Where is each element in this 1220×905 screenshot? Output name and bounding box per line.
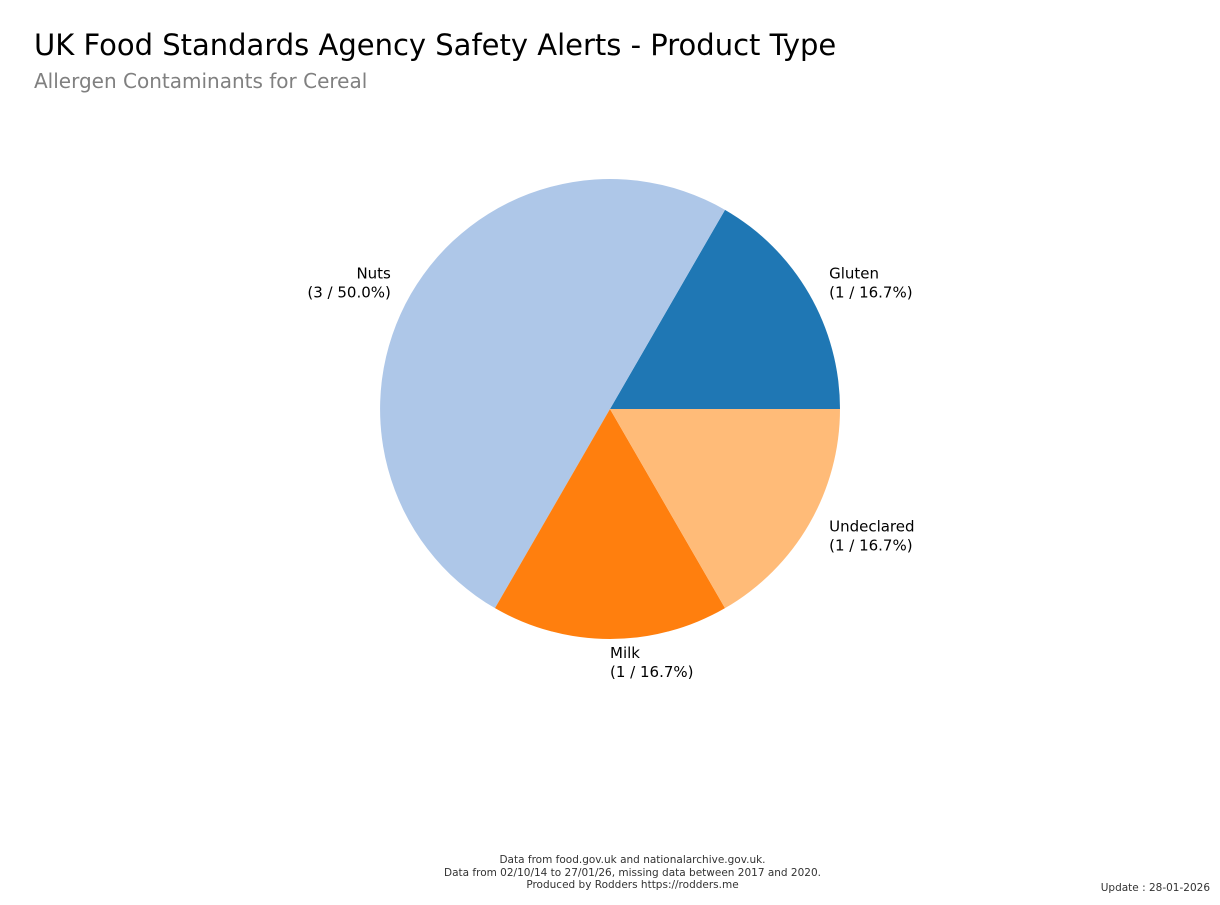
slice-label-gluten: Gluten (1 / 16.7%) [829,265,913,302]
pie-slices [380,179,840,639]
pie-labels: Gluten (1 / 16.7%) Nuts (3 / 50.0%) Milk (1 /… [307,265,914,682]
footer-date-range-line: Data from 02/10/14 to 27/01/26, missing … [444,866,821,879]
chart-title: UK Food Standards Agency Safety Alerts -… [34,28,837,62]
slice-label-milk: Milk (1 / 16.7%) [610,644,694,681]
footer-credit-line: Produced by Rodders https://rodders.me [526,879,739,891]
pie-slice-nuts [380,179,725,609]
chart-subtitle: Allergen Contaminants for Cereal [34,69,368,93]
slice-label-undeclared: Undeclared (1 / 16.7%) [829,518,914,555]
pie-slice-undeclared [610,409,840,609]
pie-slice-gluten [610,209,840,409]
update-date: Update : 28-01-2026 [1100,882,1210,894]
footer-source-line: Data from food.gov.uk and nationalarchiv… [499,854,766,866]
pie-slice-milk [495,409,725,639]
slice-label-nuts: Nuts (3 / 50.0%) [307,265,391,302]
footer-notes: Data from food.gov.uk and nationalarchiv… [0,854,1220,892]
